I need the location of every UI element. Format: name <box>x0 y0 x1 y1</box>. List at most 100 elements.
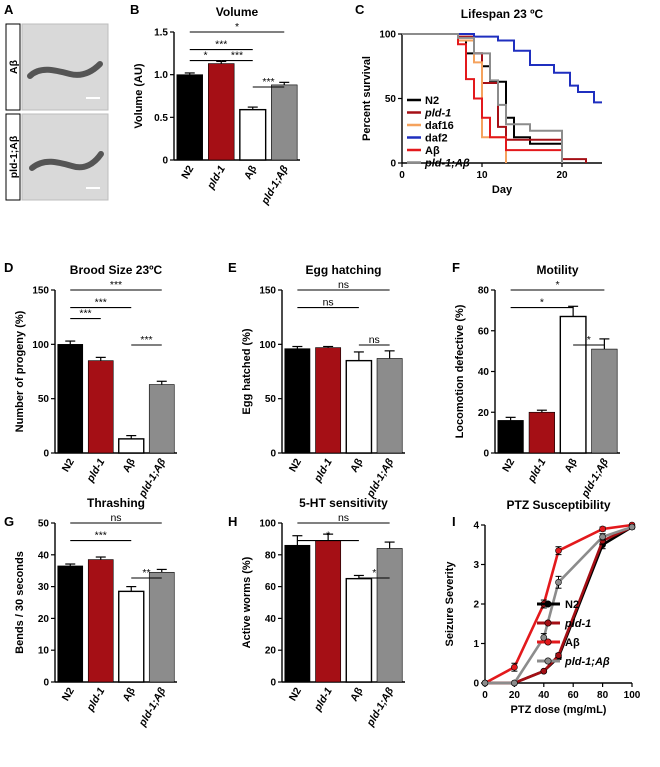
x-category-label: Aβ <box>120 685 138 704</box>
x-category-label: Aβ <box>562 456 580 475</box>
legend-marker <box>544 619 552 627</box>
bar-pld1 <box>528 411 555 454</box>
survival-curve-3 <box>402 33 602 104</box>
significance-label: *** <box>79 308 91 320</box>
bar-n2 <box>57 344 84 454</box>
y-axis-label: Seizure Severity <box>444 561 456 647</box>
data-point <box>511 679 518 687</box>
y-tick-label: 0 <box>43 449 49 460</box>
significance-label: ns <box>338 512 349 524</box>
significance-label: ns <box>323 297 334 309</box>
legend-label: N2 <box>565 599 579 611</box>
x-tick-label: 10 <box>476 170 488 181</box>
chart-title: Lifespan 23 ºC <box>461 7 544 21</box>
significance-label: *** <box>95 530 107 542</box>
panel-letter: F <box>452 260 460 275</box>
y-tick-label: 80 <box>478 286 490 297</box>
chart-title: Brood Size 23ºC <box>70 263 163 277</box>
x-category-label: pld-1 <box>525 456 549 485</box>
data-point <box>511 663 518 671</box>
bar-pld1abeta <box>148 384 175 454</box>
legend-marker <box>544 600 552 608</box>
micrograph-label-abeta: Aβ <box>8 59 20 74</box>
y-tick-label: 0 <box>483 449 489 460</box>
legend-label: daf16 <box>425 120 454 132</box>
y-axis-label: Number of progeny (%) <box>14 310 26 432</box>
y-tick-label: 80 <box>265 550 277 561</box>
bar-pld1 <box>208 63 235 161</box>
panel-i: I PTZ Susceptibility 0 1 2 3 4 Seizure Severity… <box>444 498 641 716</box>
chart-title: Thrashing <box>87 496 145 510</box>
x-category-label: pld-1 <box>311 456 335 485</box>
bar-pld1abeta <box>271 84 298 161</box>
dose-curve-2 <box>484 523 633 685</box>
panel-a: A Aβ pld-1;Aβ <box>4 2 109 201</box>
significance-label: *** <box>215 39 227 51</box>
bar-n2 <box>176 74 203 161</box>
y-tick-label: 60 <box>478 326 490 337</box>
x-category-label: pld-1 <box>311 685 335 714</box>
y-tick-label: 150 <box>32 286 49 297</box>
data-point <box>555 578 562 586</box>
significance-label: * <box>540 297 544 309</box>
micrograph-label-pld1-abeta: pld-1;Aβ <box>8 135 20 178</box>
panel-letter: G <box>4 514 14 529</box>
y-tick-label: 0 <box>390 159 396 170</box>
panel-letter: B <box>130 2 139 17</box>
y-axis-label: Volume (AU) <box>133 63 145 129</box>
x-axis-label: Day <box>492 184 513 196</box>
y-axis-label: Bends / 30 seconds <box>14 551 26 654</box>
legend-marker <box>544 657 552 665</box>
bar-pld1abeta <box>376 358 403 454</box>
significance-label: * <box>372 567 376 579</box>
y-axis-label: Locomotion defective (%) <box>454 304 466 438</box>
x-category-label: pld-1 <box>84 685 108 714</box>
y-tick-label: 50 <box>385 94 397 105</box>
panel-letter: H <box>228 514 237 529</box>
bar-abeta <box>118 590 145 683</box>
y-tick-label: 0 <box>270 449 276 460</box>
x-category-label: Aβ <box>120 456 138 475</box>
y-tick-label: 50 <box>38 394 50 405</box>
significance-label: *** <box>95 297 107 309</box>
panel-f: F Motility 0 20 40 60 80 Locomotion defective (… <box>452 260 620 500</box>
data-point <box>599 533 606 541</box>
significance-label: * <box>587 334 591 346</box>
y-tick-label: 50 <box>265 394 277 405</box>
label-box-abeta <box>5 23 21 111</box>
x-category-label: pld-1 <box>204 163 228 192</box>
data-point <box>628 523 636 531</box>
legend-label: daf2 <box>425 133 448 145</box>
significance-label: * <box>326 530 330 542</box>
significance-label: *** <box>231 50 243 62</box>
data-point <box>599 525 606 533</box>
worm-shape <box>27 61 103 79</box>
x-category-label: pld-1;Aβ <box>364 685 396 729</box>
y-tick-label: 10 <box>38 646 50 657</box>
worm-shape <box>29 151 104 171</box>
chart-title: Egg hatching <box>306 263 382 277</box>
bar-abeta <box>345 577 373 683</box>
y-tick-label: 4 <box>473 521 479 532</box>
x-category-label: pld-1;Aβ <box>364 456 396 500</box>
panel-letter: E <box>228 260 237 275</box>
bar-n2 <box>57 565 84 683</box>
x-category-label: pld-1 <box>84 456 108 485</box>
panel-letter: D <box>4 260 13 275</box>
legend-label: N2 <box>425 95 439 107</box>
bar-abeta <box>239 108 267 161</box>
chart-title: PTZ Susceptibility <box>506 498 610 512</box>
significance-label: * <box>235 21 239 33</box>
y-axis-label: Percent survival <box>361 56 373 141</box>
legend-label: pld-1;Aβ <box>424 158 470 170</box>
y-tick-label: 40 <box>38 550 50 561</box>
panel-e: E Egg hatching 0 50 100 150 Egg hatched (%) N2 p… <box>228 260 405 500</box>
legend-marker <box>544 638 552 646</box>
bar-n2 <box>497 420 524 454</box>
significance-label: ns <box>369 334 380 346</box>
y-tick-label: 1.5 <box>154 28 168 39</box>
y-tick-label: 0 <box>473 679 479 690</box>
legend-label: pld-1 <box>564 618 591 630</box>
chart-title: Motility <box>537 263 579 277</box>
